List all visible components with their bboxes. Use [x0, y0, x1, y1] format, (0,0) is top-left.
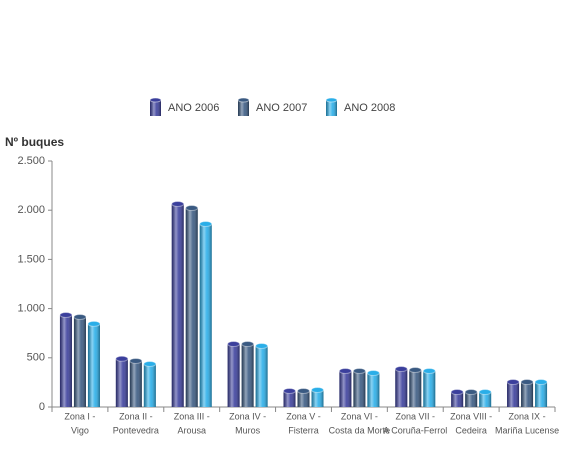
bar-cap: [338, 367, 352, 374]
x-tick-label: Costa da Morte: [329, 425, 391, 435]
bar-shine: [353, 370, 366, 407]
x-tick-label: Zona VIII -: [450, 411, 492, 421]
y-axis-title: Nº buques: [5, 135, 64, 149]
legend-swatch-shine: [326, 100, 337, 116]
bar-shine: [241, 344, 254, 407]
bar-shine: [339, 370, 352, 407]
bar-shine: [87, 323, 100, 407]
bar-cap: [171, 201, 185, 208]
bar-shine: [283, 390, 296, 407]
legend-swatch-cap: [149, 97, 162, 103]
bar-cap: [283, 387, 296, 394]
x-tick-label: Vigo: [71, 425, 89, 435]
x-tick-label: Muros: [235, 425, 261, 435]
bar-cap: [199, 220, 213, 227]
bar-cap: [366, 370, 380, 377]
legend-label: ANO 2006: [168, 102, 219, 114]
x-tick-label: Cedeira: [455, 425, 487, 435]
bar-cap: [115, 355, 129, 362]
bar-shine: [423, 370, 436, 407]
x-tick-label: Zona V -: [286, 411, 321, 421]
x-tick-label: Zona I -: [64, 411, 95, 421]
bar-cap: [478, 389, 492, 396]
y-tick-label: 1.000: [17, 303, 45, 315]
x-tick-label: Zona III -: [174, 411, 210, 421]
bar-shine: [129, 360, 142, 407]
bar-cap: [422, 367, 436, 374]
bar-shine: [521, 382, 534, 407]
bar-shine: [73, 316, 86, 407]
legend-swatch-cap: [325, 97, 338, 103]
bar-cap: [311, 386, 324, 393]
bar-shine: [311, 389, 324, 407]
x-tick-label: Mariña Lucense: [495, 425, 559, 435]
bar-shine: [297, 390, 310, 407]
bar-cap: [59, 311, 73, 318]
bar-shine: [185, 208, 198, 407]
legend-swatch-shine: [150, 100, 161, 116]
bar-shine: [507, 382, 520, 407]
bar-cap: [241, 341, 255, 348]
bar-shine: [227, 344, 240, 407]
y-tick-label: 2.000: [17, 204, 45, 216]
bar-cap: [255, 342, 269, 349]
bar-cap: [352, 367, 366, 374]
x-tick-label: Fisterra: [288, 425, 319, 435]
bar-shine: [409, 370, 422, 407]
x-tick-label: Zona IX -: [509, 411, 546, 421]
bar-cap: [520, 379, 534, 386]
bar-cap: [394, 366, 408, 373]
bar-shine: [465, 392, 478, 407]
bar-cap: [185, 205, 199, 212]
legend-label: ANO 2008: [344, 102, 395, 114]
y-tick-label: 0: [39, 401, 45, 413]
bar-cap: [297, 387, 310, 394]
legend-swatch-shine: [238, 100, 249, 116]
y-tick-label: 500: [27, 352, 45, 364]
bar-cap: [450, 389, 464, 396]
x-tick-label: Zona VII -: [396, 411, 436, 421]
x-tick-label: A Coruña-Ferrol: [383, 425, 447, 435]
bar-shine: [115, 358, 128, 407]
bar-cap: [506, 379, 520, 386]
bar-shine: [143, 363, 156, 407]
bar-cap: [73, 313, 87, 320]
bar-cap: [87, 320, 101, 327]
bar-shine: [535, 382, 548, 407]
x-tick-label: Zona VI -: [341, 411, 378, 421]
x-tick-label: Pontevedra: [113, 425, 159, 435]
x-tick-label: Arousa: [177, 425, 206, 435]
bar-shine: [199, 223, 212, 407]
y-tick-label: 2.500: [17, 155, 45, 167]
bar-cap: [129, 357, 143, 364]
bar-cap: [464, 389, 478, 396]
bar-cap: [227, 341, 241, 348]
y-tick-label: 1.500: [17, 253, 45, 265]
legend-swatch-cap: [237, 97, 250, 103]
bar-shine: [451, 392, 464, 407]
bar-shine: [367, 373, 380, 407]
bar-shine: [395, 369, 408, 407]
bar-cap: [534, 379, 548, 386]
legend-label: ANO 2007: [256, 102, 307, 114]
bar-shine: [171, 204, 184, 407]
x-tick-label: Zona IV -: [229, 411, 266, 421]
bar-cap: [143, 360, 157, 367]
bar-cap: [408, 367, 422, 374]
x-tick-label: Zona II -: [119, 411, 153, 421]
bar-shine: [59, 314, 72, 407]
bar-shine: [255, 345, 268, 407]
bar-shine: [479, 392, 492, 407]
